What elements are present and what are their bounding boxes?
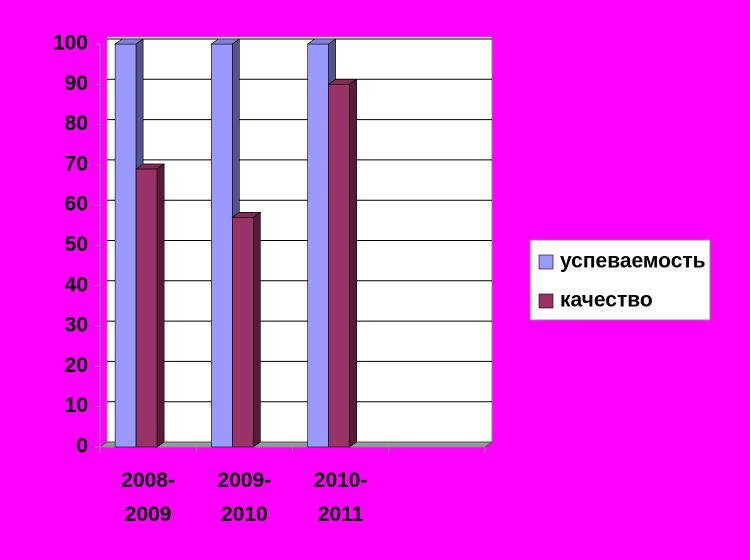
legend-label: успеваемость: [560, 250, 706, 273]
y-tick-label: 70: [65, 152, 88, 175]
bar-side: [253, 211, 261, 448]
plot-wall: [106, 36, 493, 443]
x-tick-label: 2010-2011: [314, 469, 368, 526]
x-tick-label: 2008-2009: [121, 469, 175, 526]
y-tick-label: 30: [65, 314, 88, 337]
bar-side: [349, 78, 357, 448]
bar-front: [232, 216, 254, 448]
y-tick-label: 60: [65, 193, 88, 216]
x-tick-label: 2009-2010: [218, 469, 272, 526]
bar: [135, 163, 166, 448]
legend-swatch: [538, 254, 554, 270]
legend-swatch: [538, 293, 554, 309]
bar-front: [114, 43, 137, 448]
bar-front: [328, 84, 350, 448]
y-tick-label: 10: [65, 394, 88, 417]
bar: [327, 78, 358, 448]
bar: [231, 211, 262, 448]
bar-front: [135, 168, 158, 448]
bar-front: [307, 43, 329, 448]
y-tick-label: 40: [65, 273, 88, 296]
bar-side: [156, 163, 165, 448]
y-tick-label: 20: [65, 354, 88, 377]
legend-box: [529, 239, 711, 321]
bar-front: [211, 43, 233, 448]
y-tick-label: 100: [53, 32, 88, 55]
y-tick-label: 0: [76, 435, 88, 458]
y-tick-label: 80: [65, 112, 88, 135]
y-tick-label: 50: [65, 233, 88, 256]
y-tick-label: 90: [65, 72, 88, 95]
legend-label: качество: [560, 289, 653, 312]
